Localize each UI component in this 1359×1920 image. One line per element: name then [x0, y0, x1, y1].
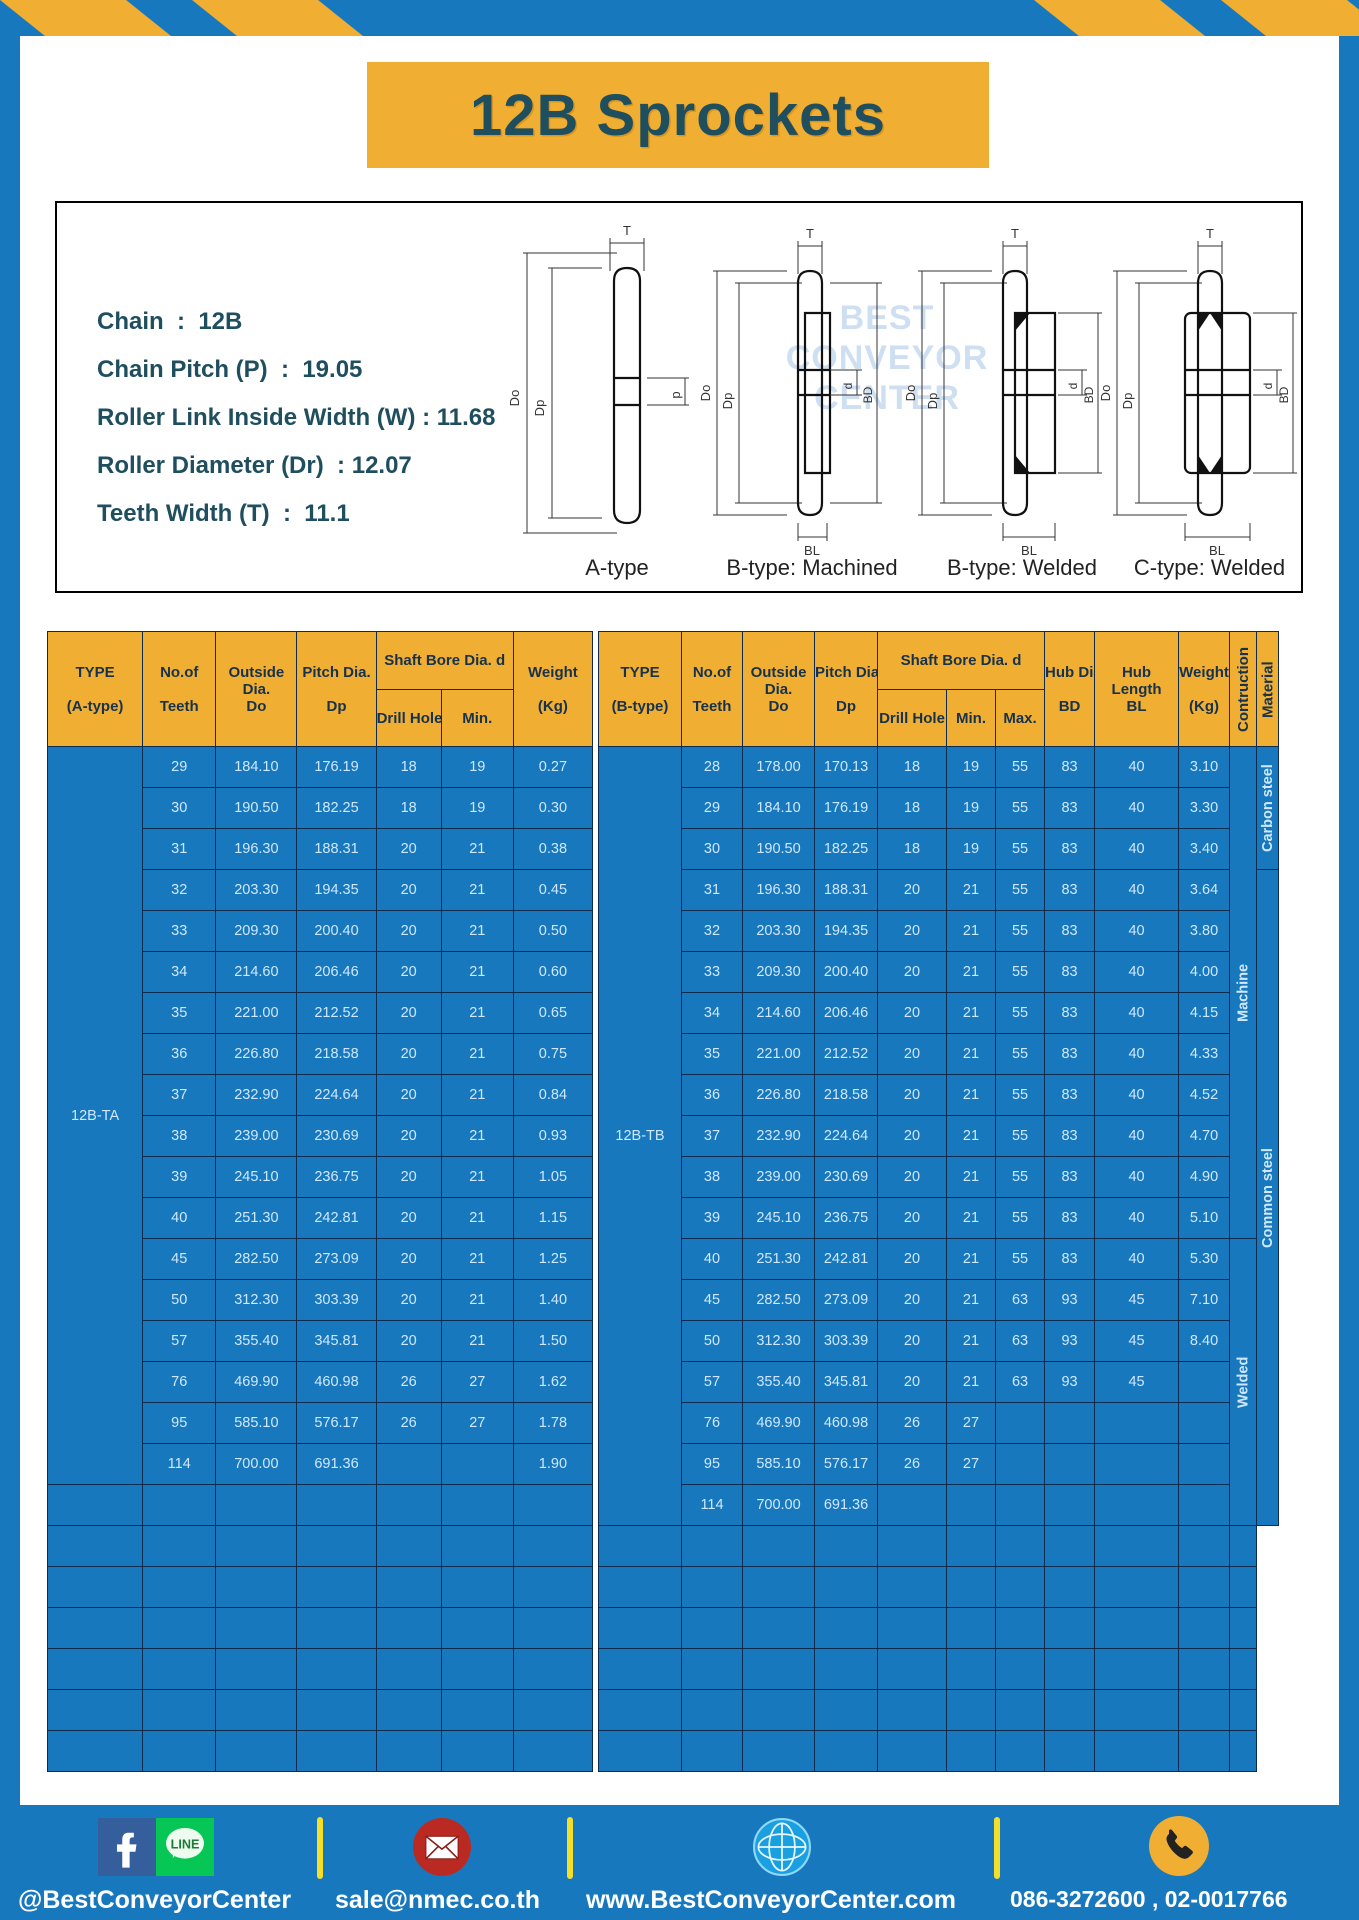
- svg-text:T: T: [623, 223, 631, 238]
- svg-text:Dp: Dp: [925, 393, 940, 410]
- svg-text:Do: Do: [507, 390, 522, 407]
- svg-text:LINE: LINE: [171, 1838, 200, 1852]
- svg-text:Do: Do: [698, 385, 713, 402]
- svg-text:p: p: [668, 391, 683, 398]
- svg-text:Dp: Dp: [720, 393, 735, 410]
- svg-text:BD: BD: [861, 386, 875, 403]
- svg-text:BD: BD: [1277, 386, 1291, 403]
- svg-text:Dp: Dp: [532, 400, 547, 417]
- svg-text:T: T: [806, 226, 814, 241]
- svg-text:Do: Do: [1098, 385, 1113, 402]
- svg-text:BD: BD: [1082, 386, 1096, 403]
- svg-text:Do: Do: [903, 385, 918, 402]
- svg-text:BL: BL: [1209, 543, 1225, 558]
- svg-text:BL: BL: [1021, 543, 1037, 558]
- svg-text:d: d: [1261, 383, 1275, 390]
- svg-text:d: d: [1066, 383, 1080, 390]
- svg-text:T: T: [1206, 226, 1214, 241]
- svg-text:d: d: [841, 383, 855, 390]
- svg-text:BL: BL: [804, 543, 820, 558]
- svg-text:T: T: [1011, 226, 1019, 241]
- svg-text:Dp: Dp: [1120, 393, 1135, 410]
